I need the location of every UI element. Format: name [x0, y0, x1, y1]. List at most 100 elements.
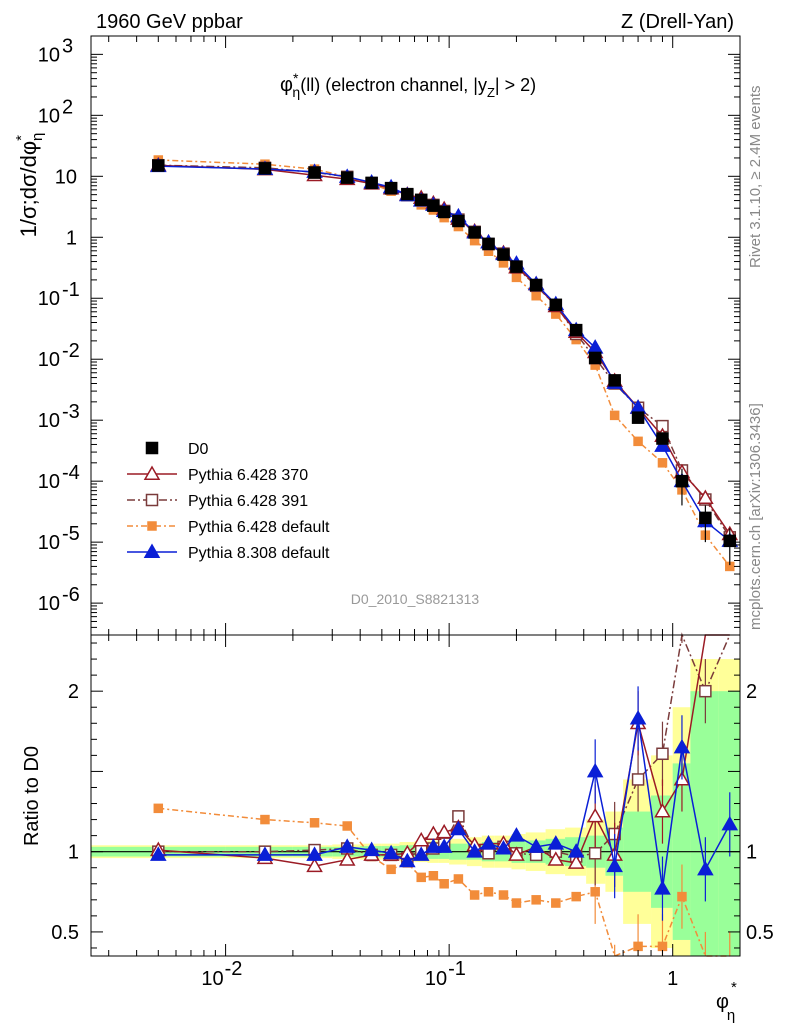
ratio-y-tick-label: 2	[68, 681, 79, 703]
header-left: 1960 GeV ppbar	[96, 11, 243, 33]
main-y-tick-exponent: -4	[62, 462, 80, 484]
ratio-point-pythia-8-308-default	[586, 762, 604, 778]
legend-marker-pythia-8-308-default	[143, 543, 161, 558]
legend-label-pythia-6-428-370: Pythia 6.428 370	[188, 467, 308, 484]
x-tick-exponent: -1	[448, 958, 466, 980]
main-ticks	[91, 35, 741, 636]
ratio-point-pythia-8-308-default	[425, 838, 442, 853]
ratio-point-pythia-6-428-370	[547, 851, 565, 866]
ratio-point-pythia-6-428-default	[428, 871, 439, 881]
ratio-point-pythia-8-308-default	[399, 852, 416, 868]
point-d0	[675, 474, 689, 488]
ratio-point-pythia-8-308-default	[547, 835, 565, 850]
point-d0	[588, 351, 602, 365]
ratio-point-pythia-6-428-370	[508, 846, 525, 861]
point-pythia-6-428-default	[633, 436, 643, 447]
ratio-point-pythia-8-308-default	[508, 827, 525, 842]
ratio-y-label: Ratio to D0	[21, 746, 43, 846]
main-y-tick-exponent: -6	[62, 584, 80, 606]
ratio-point-pythia-8-308-default	[382, 844, 400, 860]
ratio-point-pythia-6-428-default	[657, 941, 668, 952]
point-d0	[340, 171, 354, 184]
point-pythia-6-428-default	[531, 290, 541, 301]
legend-marker-pythia-6-428-370	[143, 465, 161, 480]
ratio-point-pythia-6-428-default	[260, 814, 270, 825]
main-y-tick-label: 10	[38, 532, 60, 554]
xlabel-star: *	[731, 979, 737, 996]
point-pythia-6-428-default	[609, 410, 620, 421]
point-d0	[631, 411, 645, 424]
ratio-y-tick-label: 0.5	[51, 922, 79, 944]
ratio-point-pythia-6-428-default	[469, 890, 480, 900]
point-pythia-8-308-default	[654, 437, 671, 452]
ratio-point-pythia-6-428-default	[453, 874, 464, 884]
x-tick-label: 10	[425, 968, 447, 990]
ratio-point-pythia-8-308-default	[606, 857, 623, 873]
legend-marker-d0	[145, 441, 159, 455]
point-d0	[427, 199, 440, 212]
ratio-tick-labels: 2 21 10.5 0.510 -2 10 -1 1	[51, 681, 774, 990]
title-phi: φ	[280, 74, 293, 96]
x-axis-label: φ* η	[716, 979, 737, 1024]
ratio-ticks	[91, 635, 741, 956]
ratio-point-pythia-6-428-370	[412, 831, 430, 847]
analysis-watermark: D0_2010_S8821313	[351, 591, 480, 607]
tick-base: 10	[38, 44, 60, 66]
title-end: | > 2)	[495, 75, 536, 95]
point-d0	[482, 237, 495, 251]
ratio-panel: 2 21 10.5 0.510 -2 10 -1 1 Ratio to D0 φ* η	[21, 632, 774, 1024]
point-pythia-6-428-default	[657, 458, 668, 468]
ratio-point-pythia-6-428-default	[677, 891, 687, 902]
x-tick-label: 1	[667, 968, 678, 990]
ratio-point-pythia-6-428-default	[386, 864, 396, 875]
point-d0	[656, 432, 669, 445]
x-tick-exponent: -2	[225, 958, 243, 980]
header-right: Z (Drell-Yan)	[621, 11, 734, 33]
point-d0	[608, 374, 621, 387]
point-d0	[699, 511, 712, 525]
xlabel-eta: η	[727, 1007, 735, 1024]
point-d0	[468, 226, 481, 239]
ratio-point-pythia-8-308-default	[338, 838, 356, 853]
point-d0	[497, 248, 510, 261]
ratio-point-pythia-8-308-default	[412, 846, 430, 861]
legend-marker-pythia-6-428-default	[147, 521, 157, 531]
point-d0	[452, 214, 465, 228]
tick-base: 10	[38, 593, 60, 615]
main-y-tick-label: 10	[38, 105, 60, 127]
point-d0	[258, 162, 272, 175]
main-y-tick-label: 10	[38, 410, 60, 432]
title-paren: (ll) (electron channel, |y	[300, 75, 487, 95]
ratio-point-pythia-6-428-default	[342, 821, 352, 831]
ratio-point-pythia-6-428-391	[699, 684, 712, 698]
main-y-tick-label: 10	[38, 288, 60, 310]
main-title: φ* η(ll) (electron channel, |yZ| > 2)	[280, 70, 536, 100]
band-inner	[690, 691, 719, 956]
point-d0	[510, 260, 523, 273]
main-y-tick-exponent: 2	[62, 96, 73, 118]
mcplots-label: mcplots.cern.ch [arXiv:1306.3436]	[747, 403, 764, 630]
tick-base: 10	[38, 410, 60, 432]
ratio-point-pythia-8-308-default	[654, 880, 671, 895]
ratio-point-pythia-6-428-default	[309, 818, 320, 828]
ratio-point-pythia-6-428-370	[306, 857, 323, 873]
main-y-tick-label: 10	[38, 349, 60, 371]
ratio-point-pythia-6-428-default	[498, 890, 509, 900]
ratio-bands	[91, 659, 740, 956]
tick-base: 10	[55, 166, 77, 188]
ratio-point-pythia-6-428-370	[654, 803, 671, 818]
ratio-point-pythia-6-428-default	[416, 872, 426, 883]
tick-base: 10	[38, 105, 60, 127]
point-d0	[569, 323, 583, 337]
point-d0	[723, 534, 737, 548]
title-star: *	[293, 70, 299, 86]
main-y-tick-label: 1	[66, 227, 77, 249]
point-d0	[414, 193, 428, 207]
point-d0	[308, 166, 321, 179]
point-d0	[384, 181, 398, 195]
ratio-point-pythia-8-308-default	[721, 815, 739, 831]
main-y-tick-label: 10	[38, 593, 60, 615]
ratio-point-pythia-6-428-370	[567, 854, 585, 869]
ratio-frame	[90, 634, 741, 957]
